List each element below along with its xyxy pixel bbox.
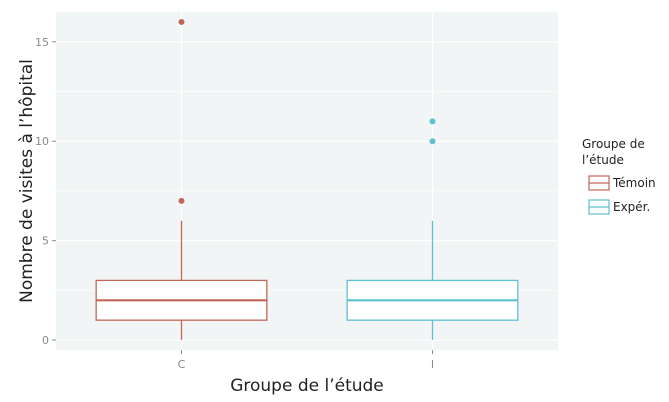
x-axis-title: Groupe de l’étude — [230, 376, 384, 396]
legend-label: Témoin — [612, 176, 656, 190]
legend: Groupe de l’étude Témoin Expér. — [582, 137, 656, 215]
box-group — [346, 118, 519, 341]
x-tick-label: C — [178, 358, 186, 371]
outlier-point — [178, 197, 185, 204]
outlier-point — [429, 118, 436, 125]
y-tick-label: 15 — [35, 36, 49, 49]
legend-entry: Expér. — [588, 199, 650, 215]
outlier-point — [429, 138, 436, 145]
boxes — [95, 18, 519, 341]
outlier-point — [178, 18, 185, 25]
box-group — [95, 18, 268, 341]
grid-lines — [56, 12, 558, 350]
legend-label: Expér. — [613, 200, 650, 214]
y-tick-label: 0 — [42, 334, 49, 347]
x-tick-label: I — [431, 358, 434, 371]
legend-title-line-2: l’étude — [582, 153, 624, 167]
y-tick-label: 5 — [42, 235, 49, 248]
legend-title-line-1: Groupe de — [582, 137, 645, 151]
legend-entry: Témoin — [588, 175, 656, 191]
y-axis-title: Nombre de visites à l’hôpital — [17, 59, 37, 303]
y-tick-label: 10 — [35, 135, 49, 148]
y-axis: 0 5 10 15 — [35, 36, 56, 347]
